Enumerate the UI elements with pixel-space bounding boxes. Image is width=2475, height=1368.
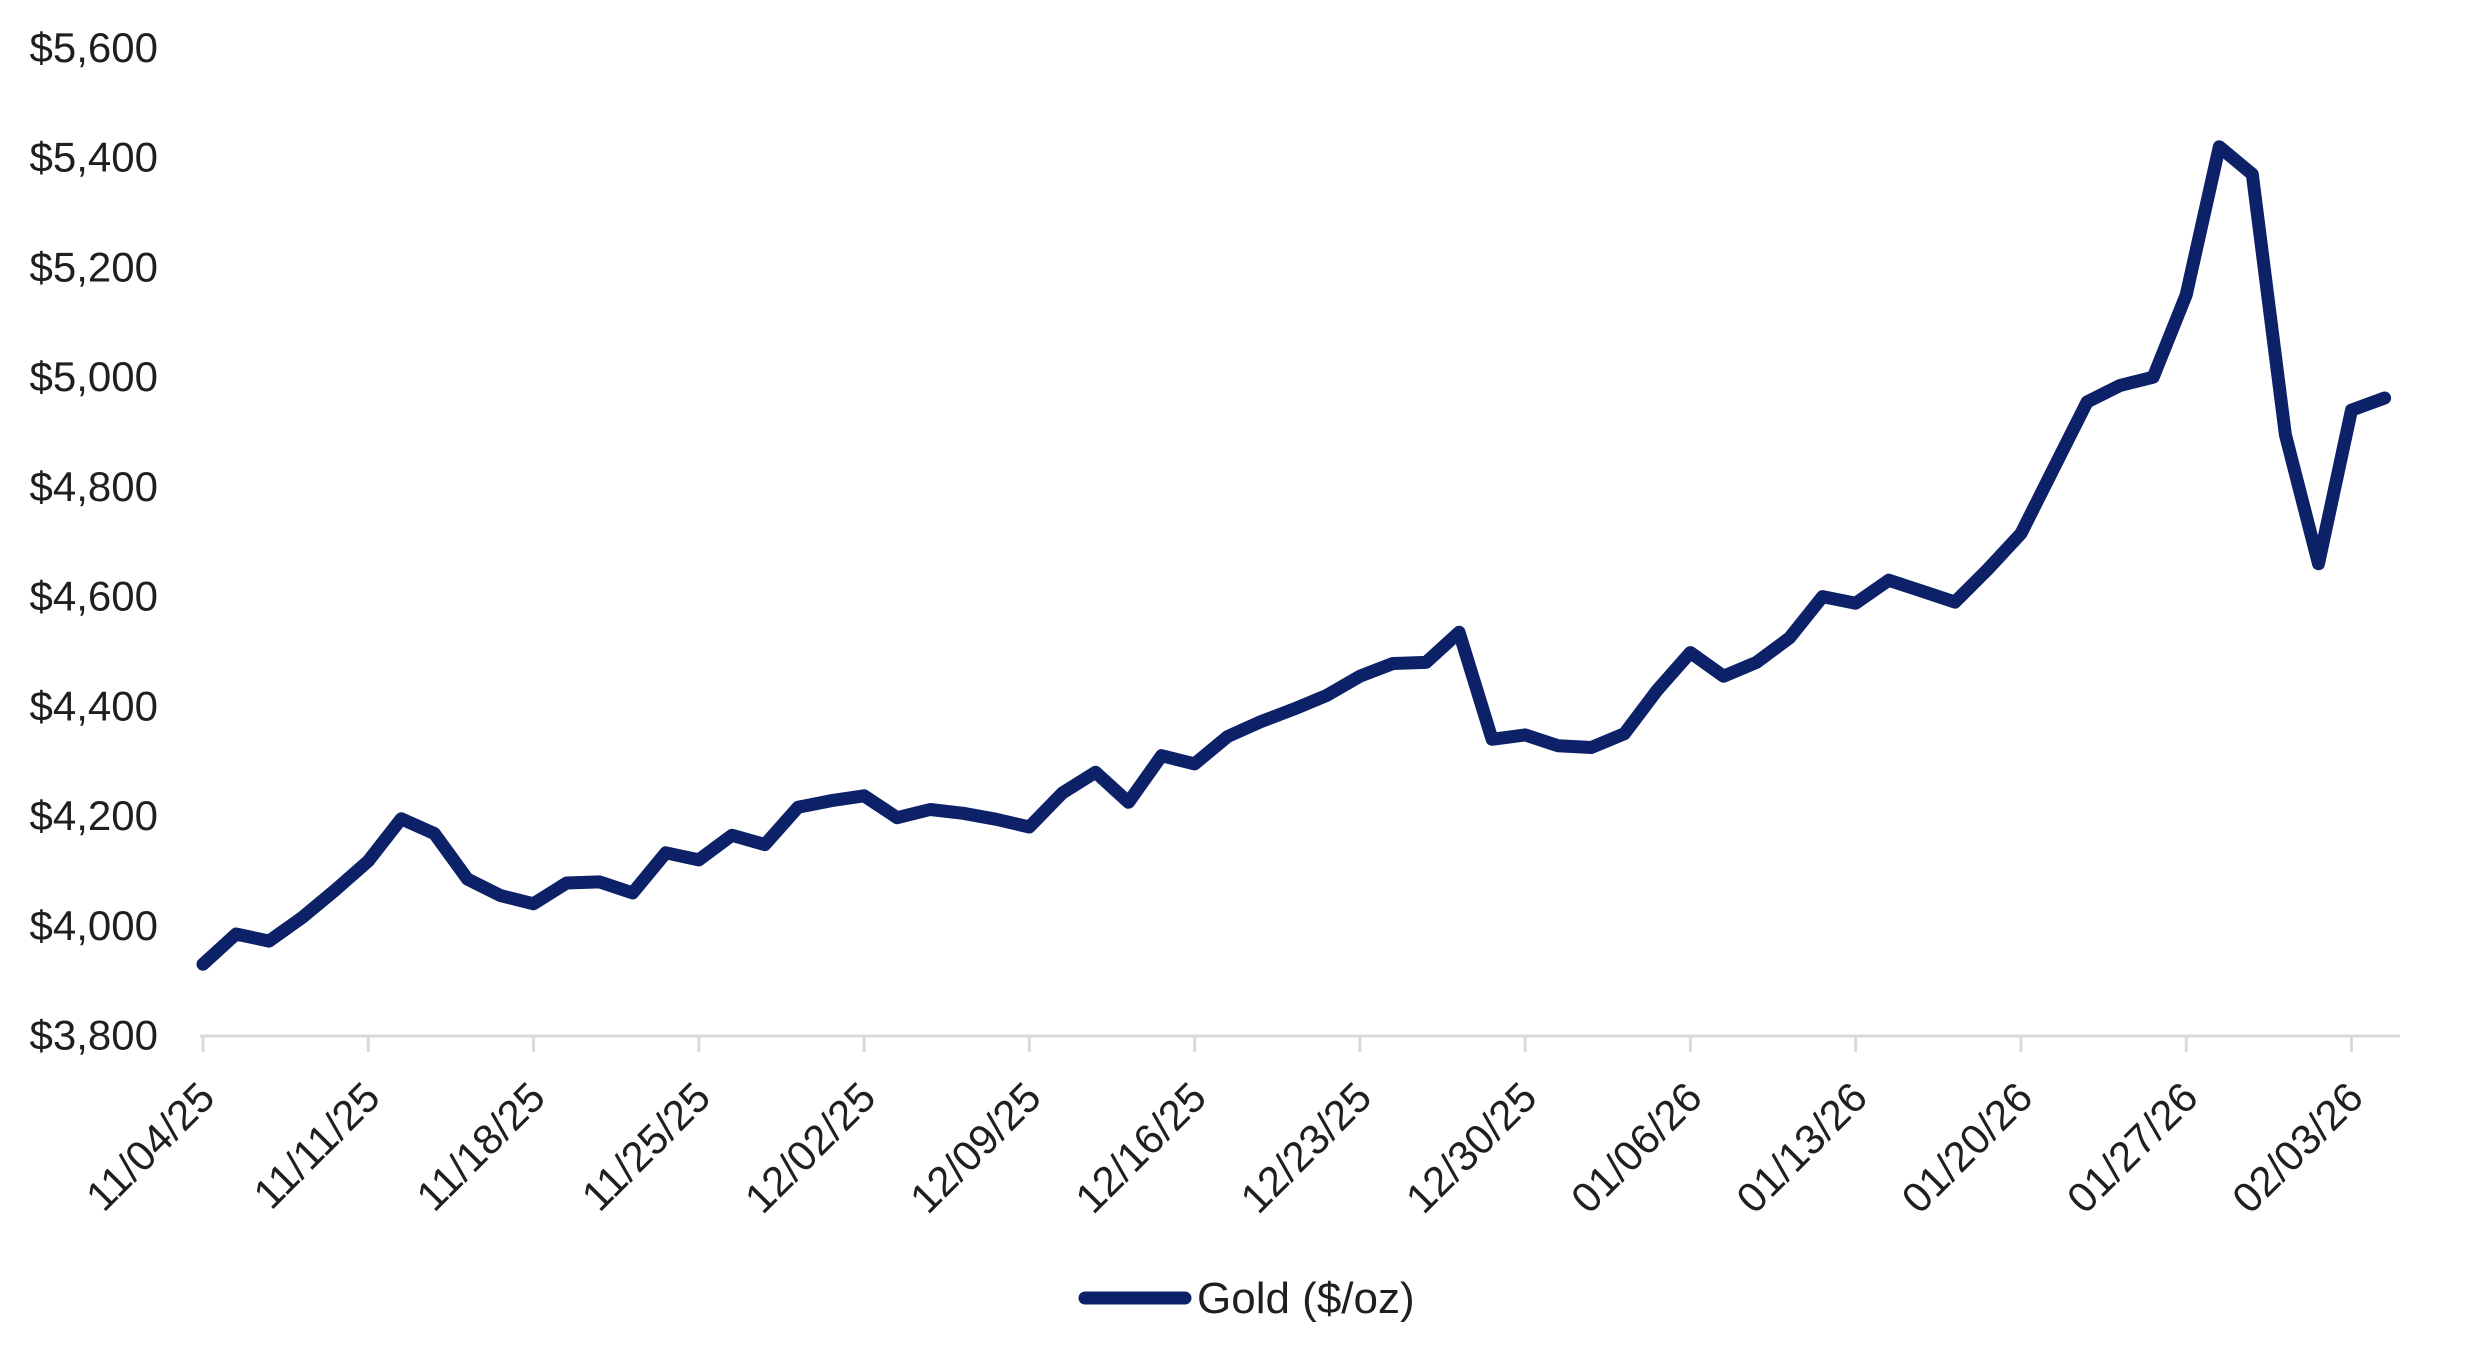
y-axis-label: $5,000: [30, 353, 158, 400]
legend-label: Gold ($/oz): [1197, 1274, 1415, 1323]
x-axis-label: 12/30/25: [1397, 1073, 1546, 1222]
x-axis-label: 12/02/25: [736, 1073, 885, 1222]
x-axis-label: 02/03/26: [2223, 1073, 2372, 1222]
y-axis-label: $4,000: [30, 902, 158, 949]
y-axis-label: $5,400: [30, 134, 158, 181]
x-axis-label: 11/04/25: [77, 1073, 224, 1220]
y-axis-label: $5,200: [30, 243, 158, 290]
y-axis-label: $3,800: [30, 1012, 158, 1059]
legend: Gold ($/oz): [1078, 1274, 1415, 1323]
x-axis-label: 11/11/25: [244, 1073, 388, 1217]
x-axis-labels: 11/04/25 11/11/25 11/18/25 11/25/25 12/02/25…: [77, 1073, 2372, 1222]
x-axis-label: 01/06/26: [1562, 1073, 1711, 1222]
x-axis-label: 12/09/25: [901, 1073, 1050, 1222]
series-gold-line: [196, 140, 2392, 971]
x-axis-label: 01/27/26: [2058, 1073, 2207, 1222]
x-axis-label: 11/25/25: [573, 1073, 720, 1220]
y-axis-label: $5,600: [30, 24, 158, 71]
x-axis: [200, 1034, 2400, 1052]
y-axis-label: $4,600: [30, 573, 158, 620]
x-axis-label: 12/23/25: [1231, 1073, 1380, 1222]
x-axis-label: 01/13/26: [1727, 1073, 1876, 1222]
y-axis-label: $4,800: [30, 463, 158, 510]
x-axis-label: 11/18/25: [407, 1073, 554, 1220]
y-axis-labels: $3,800 $4,000 $4,200 $4,400 $4,600 $4,800 $5,0…: [30, 24, 158, 1059]
x-axis-label: 12/16/25: [1066, 1073, 1215, 1222]
x-axis-label: 01/20/26: [1892, 1073, 2041, 1222]
y-axis-label: $4,400: [30, 682, 158, 729]
y-axis-label: $4,200: [30, 792, 158, 839]
gold-price-line: [196, 140, 2392, 971]
